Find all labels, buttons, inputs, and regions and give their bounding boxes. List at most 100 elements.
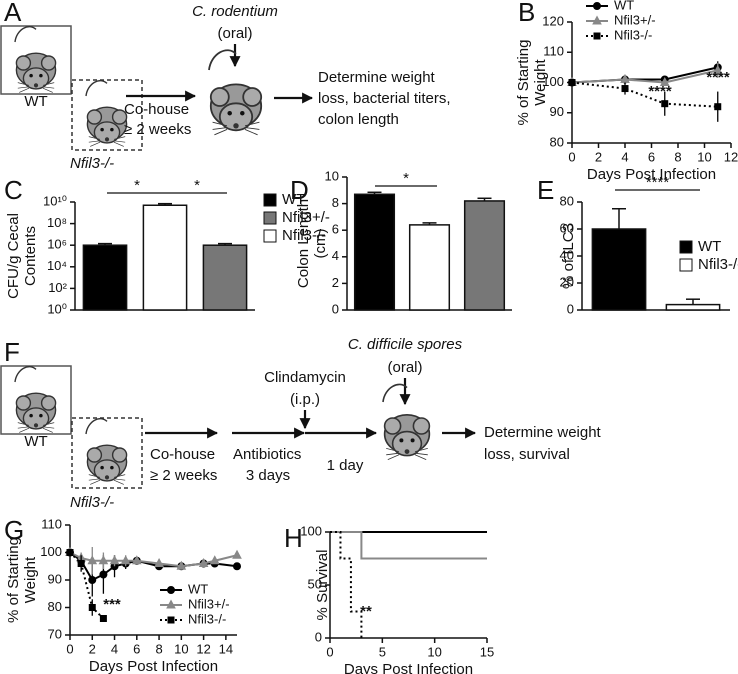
legend-label: WT — [188, 581, 208, 596]
marker — [99, 615, 107, 622]
marker — [154, 557, 164, 567]
label: (oral) — [217, 25, 252, 42]
box — [0, 25, 72, 95]
legend-label: Nfil3+/- — [614, 12, 656, 27]
bar — [353, 193, 396, 311]
x-axis-label: Days Post Infection — [587, 166, 716, 183]
label: ≥ 2 weeks — [150, 467, 217, 484]
legend-label: Nfil3-/- — [188, 611, 226, 626]
y-tick-label: 10² — [48, 280, 67, 295]
y-axis-label: % of Starting — [5, 537, 22, 623]
y-tick-label: 70 — [48, 626, 62, 641]
label: (i.p.) — [290, 391, 320, 408]
legend-marker — [593, 2, 601, 10]
label: colon length — [318, 111, 399, 128]
y-tick-label: 8 — [332, 195, 339, 210]
legend-label: WT — [698, 238, 721, 255]
y-tick-label: 50 — [308, 576, 322, 591]
x-axis-label: Days Post Infection — [89, 658, 218, 674]
mouse — [14, 365, 57, 434]
label: C. rodentium — [192, 3, 278, 20]
legend-swatch — [263, 229, 277, 243]
marker — [232, 549, 242, 559]
diagram-f: F WT Nfil3-/- Co-house ≥ 2 weeks Antibio… — [0, 336, 602, 511]
legend-marker — [167, 616, 175, 624]
marker — [176, 560, 187, 570]
marker — [98, 555, 109, 565]
bar — [408, 224, 451, 311]
label: (oral) — [387, 359, 422, 376]
x-tick-label: 8 — [674, 149, 681, 164]
diagram-a: A WT Nfil3-/- Co-house ≥ 2 weeks C. rode… — [0, 0, 451, 172]
label: loss, survival — [484, 446, 570, 463]
panel-letter: G — [4, 515, 24, 545]
y-tick-label: 80 — [560, 193, 574, 208]
x-tick-label: 12 — [724, 149, 738, 164]
y-axis-label: % of ILC3 — [560, 223, 577, 289]
legend-swatch — [263, 193, 277, 207]
label: Nfil3-/- — [70, 155, 114, 172]
legend-label: Nfil3-/- — [698, 256, 738, 273]
marker — [209, 555, 220, 565]
box — [71, 417, 143, 489]
x-tick-label: 12 — [196, 641, 210, 656]
marker — [712, 64, 723, 74]
annotation: **** — [646, 174, 670, 191]
marker — [620, 73, 630, 83]
label: loss, bacterial titers, — [318, 90, 451, 107]
label: Nfil3-/- — [70, 494, 114, 511]
marker — [88, 604, 96, 611]
y-tick-label: 100 — [542, 74, 564, 89]
y-tick-label: 10⁸ — [47, 215, 67, 230]
legend-marker — [167, 586, 175, 594]
series-line — [69, 551, 105, 620]
y-axis-label: (cm) — [312, 229, 329, 259]
annotation: *** — [103, 596, 121, 613]
y-tick-label: 80 — [550, 134, 564, 149]
marker — [198, 557, 209, 567]
x-tick-label: 4 — [621, 149, 628, 164]
panel-letter: C — [4, 175, 23, 205]
y-tick-label: 0 — [567, 301, 574, 316]
label: Co-house — [150, 446, 215, 463]
y-tick-label: 20 — [560, 274, 574, 289]
y-tick-label: 2 — [332, 275, 339, 290]
marker — [659, 76, 670, 86]
panel-letter: B — [518, 0, 535, 27]
legend-label: Nfil3-/- — [282, 227, 326, 244]
y-tick-label: 0 — [315, 629, 322, 644]
marker — [714, 103, 722, 111]
x-tick-label: 6 — [648, 149, 655, 164]
label: WT — [24, 433, 47, 450]
label: 3 days — [246, 467, 290, 484]
bar — [82, 244, 128, 311]
x-tick-label: 2 — [595, 149, 602, 164]
legend-label: WT — [614, 0, 634, 12]
y-tick-label: 10⁶ — [47, 237, 67, 252]
y-tick-label: 120 — [542, 13, 564, 28]
label: Determine weight — [318, 69, 436, 86]
marker — [131, 555, 142, 565]
y-axis-label: Weight — [532, 58, 549, 105]
x-tick-label: 4 — [111, 641, 118, 656]
annotation: **** — [706, 69, 730, 86]
y-tick-label: 40 — [560, 247, 574, 262]
panel-letter: D — [290, 175, 309, 205]
panel-letter: H — [284, 523, 303, 553]
marker — [120, 555, 131, 565]
annotation: ** — [360, 603, 372, 620]
mouse — [85, 417, 128, 486]
y-axis-label: % Survival — [314, 550, 331, 621]
x-tick-label: 15 — [480, 644, 494, 659]
marker — [621, 85, 629, 93]
marker — [88, 576, 97, 584]
y-axis-label: CFU/g Cecal — [5, 213, 22, 299]
x-tick-label: 14 — [219, 641, 233, 656]
y-tick-label: 60 — [560, 220, 574, 235]
annotation: * — [403, 170, 409, 187]
label: Clindamycin — [264, 369, 346, 386]
series-line — [571, 69, 718, 84]
y-tick-label: 100 — [300, 523, 322, 538]
y-axis-label: Weight — [22, 556, 39, 603]
